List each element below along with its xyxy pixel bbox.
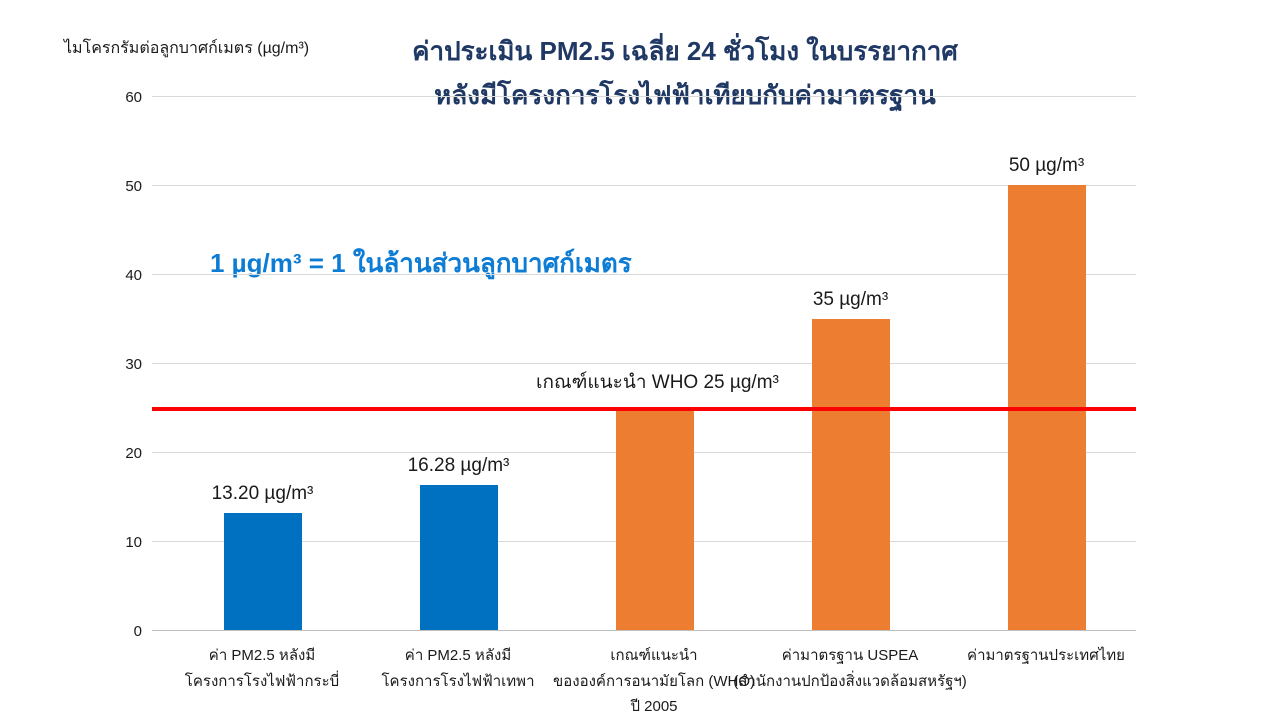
y-tick-label: 40 xyxy=(125,267,142,284)
category-label-thailand: ค่ามาตรฐานประเทศไทย xyxy=(967,647,1125,664)
bar-group-thepha: 16.28 µg/m³ xyxy=(360,97,557,631)
unit-annotation: 1 µg/m³ = 1 ในล้านส่วนลูกบาศก์เมตร xyxy=(210,248,632,278)
category-label-krabi: ค่า PM2.5 หลังมี โครงการโรงไฟฟ้ากระบี่ xyxy=(184,647,340,690)
y-tick-label: 0 xyxy=(133,623,142,640)
y-gridline xyxy=(152,363,1136,364)
chart-title-line-2: หลังมีโครงการโรงไฟฟ้าเทียบกับค่ามาตรฐาน xyxy=(434,79,936,110)
chart-title: ค่าประเมิน PM2.5 เฉลี่ย 24 ชั่วโมง ในบรร… xyxy=(290,30,1080,117)
y-gridline xyxy=(152,185,1136,186)
bar-value-label-uspea: 35 µg/m³ xyxy=(812,288,889,310)
y-tick-label: 10 xyxy=(125,534,142,551)
x-axis-line xyxy=(152,630,1136,631)
bar-uspea xyxy=(811,318,890,630)
bar-value-label-thepha: 16.28 µg/m³ xyxy=(407,455,510,477)
plot-area: 0 10 20 30 40 50 60 13.20 µg/m³ 16.28 µg/m³ 35… xyxy=(125,89,1136,640)
bar-group-thailand: 50 µg/m³ xyxy=(948,97,1145,631)
y-gridline xyxy=(152,96,1136,97)
bar-krabi xyxy=(223,512,302,630)
bar-group-krabi: 13.20 µg/m³ xyxy=(164,97,361,631)
category-label-thepha: ค่า PM2.5 หลังมี โครงการโรงไฟฟ้าเทพา xyxy=(381,647,535,690)
y-gridline xyxy=(152,274,1136,275)
y-tick-label: 20 xyxy=(125,445,142,462)
y-axis-title: ไมโครกรัมต่อลูกบาศก์เมตร (µg/m³) xyxy=(64,40,310,57)
bar-thepha xyxy=(419,485,498,630)
category-label-uspea: ค่ามาตรฐาน USPEA (สำนักงานปกป้องสิ่งแวดล… xyxy=(733,647,967,690)
category-label-who: เกณฑ์แนะนำ ขององค์การอนามัยโลก (WHO) ปี … xyxy=(552,647,756,715)
bar-who xyxy=(615,407,694,630)
bar-value-label-krabi: 13.20 µg/m³ xyxy=(211,482,314,504)
y-tick-label: 50 xyxy=(125,178,142,195)
bar-group-who xyxy=(556,97,753,631)
bar-group-uspea: 35 µg/m³ xyxy=(752,97,949,631)
chart-title-line-1: ค่าประเมิน PM2.5 เฉลี่ย 24 ชั่วโมง ในบรร… xyxy=(412,36,958,66)
bar-value-label-thailand: 50 µg/m³ xyxy=(1008,155,1085,176)
who-reference-line xyxy=(152,406,1136,411)
who-line-label: เกณฑ์แนะนำ WHO 25 µg/m³ xyxy=(536,372,779,393)
y-tick-label: 30 xyxy=(125,356,142,373)
y-tick-label: 60 xyxy=(125,89,142,106)
